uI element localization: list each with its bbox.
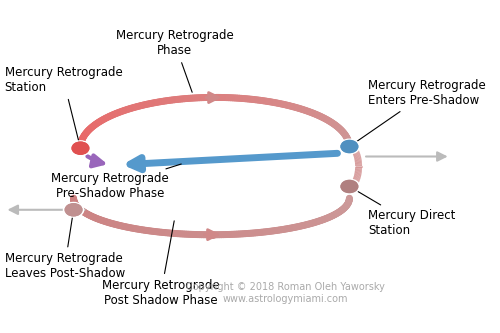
Circle shape	[64, 202, 84, 217]
Circle shape	[70, 141, 90, 156]
Circle shape	[72, 142, 88, 154]
Text: Mercury Retrograde
Enters Pre-Shadow: Mercury Retrograde Enters Pre-Shadow	[352, 79, 486, 145]
Text: Mercury Retrograde
Leaves Post-Shadow: Mercury Retrograde Leaves Post-Shadow	[4, 212, 125, 280]
Text: Mercury Retrograde
Post Shadow Phase: Mercury Retrograde Post Shadow Phase	[102, 221, 220, 307]
Circle shape	[66, 204, 82, 216]
Circle shape	[341, 141, 357, 153]
Circle shape	[340, 139, 359, 154]
Circle shape	[341, 180, 357, 192]
Text: Copyright © 2018 Roman Oleh Yaworsky
www.astrologymiami.com: Copyright © 2018 Roman Oleh Yaworsky www…	[186, 282, 384, 304]
Circle shape	[341, 141, 357, 153]
Circle shape	[341, 180, 357, 192]
Circle shape	[72, 142, 88, 154]
Text: Mercury Retrograde
Pre-Shadow Phase: Mercury Retrograde Pre-Shadow Phase	[52, 164, 182, 200]
Text: Mercury Retrograde
Phase: Mercury Retrograde Phase	[116, 29, 234, 92]
Circle shape	[66, 204, 82, 216]
Text: Mercury Direct
Station: Mercury Direct Station	[352, 188, 455, 237]
Text: Mercury Retrograde
Station: Mercury Retrograde Station	[4, 66, 122, 146]
Circle shape	[340, 179, 359, 194]
